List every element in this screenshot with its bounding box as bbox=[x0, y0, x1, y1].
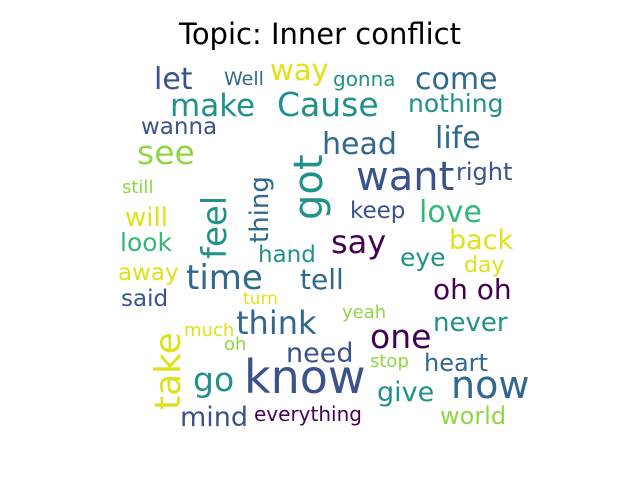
word-see: see bbox=[137, 133, 195, 172]
word-away: away bbox=[118, 260, 179, 286]
word-still: still bbox=[122, 177, 153, 198]
word-come: come bbox=[415, 62, 498, 97]
word-world: world bbox=[440, 402, 506, 430]
word-think: think bbox=[236, 304, 317, 342]
word-look: look bbox=[120, 228, 173, 257]
word-day: day bbox=[464, 253, 504, 278]
word-tell: tell bbox=[300, 263, 344, 296]
word-back: back bbox=[449, 225, 514, 256]
word-keep: keep bbox=[350, 198, 405, 224]
word-life: life bbox=[435, 121, 481, 156]
word-said: said bbox=[121, 286, 168, 312]
word-head: head bbox=[322, 127, 397, 162]
word-well: Well bbox=[224, 68, 264, 90]
word-make: make bbox=[170, 88, 255, 124]
word-go: go bbox=[193, 360, 234, 399]
word-yeah: yeah bbox=[342, 302, 386, 323]
word-need: need bbox=[286, 338, 353, 369]
word-oh-oh: oh oh bbox=[433, 273, 512, 306]
word-love: love bbox=[419, 195, 482, 230]
word-gonna: gonna bbox=[333, 67, 396, 91]
word-say: say bbox=[331, 223, 386, 261]
word-hand: hand bbox=[258, 242, 316, 268]
word-got: got bbox=[286, 154, 332, 220]
word-turn: turn bbox=[243, 289, 278, 309]
word-right: right bbox=[456, 158, 512, 186]
word-want: want bbox=[356, 154, 454, 200]
word-feel: feel bbox=[195, 196, 235, 259]
word-wanna: wanna bbox=[141, 114, 217, 140]
word-give: give bbox=[377, 377, 434, 408]
word-thing: thing bbox=[245, 176, 275, 243]
word-cause: Cause bbox=[277, 85, 379, 124]
word-mind: mind bbox=[180, 402, 248, 433]
word-eye: eye bbox=[400, 243, 446, 272]
word-one: one bbox=[370, 317, 431, 356]
word-time: time bbox=[186, 258, 263, 298]
word-nothing: nothing bbox=[408, 89, 503, 118]
word-take: take bbox=[148, 332, 189, 410]
word-will: will bbox=[125, 203, 168, 233]
chart-title: Topic: Inner conflict bbox=[179, 17, 461, 51]
word-now: now bbox=[451, 363, 529, 407]
word-much: much bbox=[184, 320, 234, 341]
word-know: know bbox=[244, 350, 366, 404]
word-stop: stop bbox=[370, 351, 409, 372]
word-oh: oh bbox=[224, 334, 246, 355]
word-everything: everything bbox=[254, 402, 362, 426]
word-heart: heart bbox=[424, 349, 488, 377]
word-never: never bbox=[433, 308, 508, 338]
word-way: way bbox=[270, 53, 329, 87]
word-let: let bbox=[154, 62, 193, 97]
